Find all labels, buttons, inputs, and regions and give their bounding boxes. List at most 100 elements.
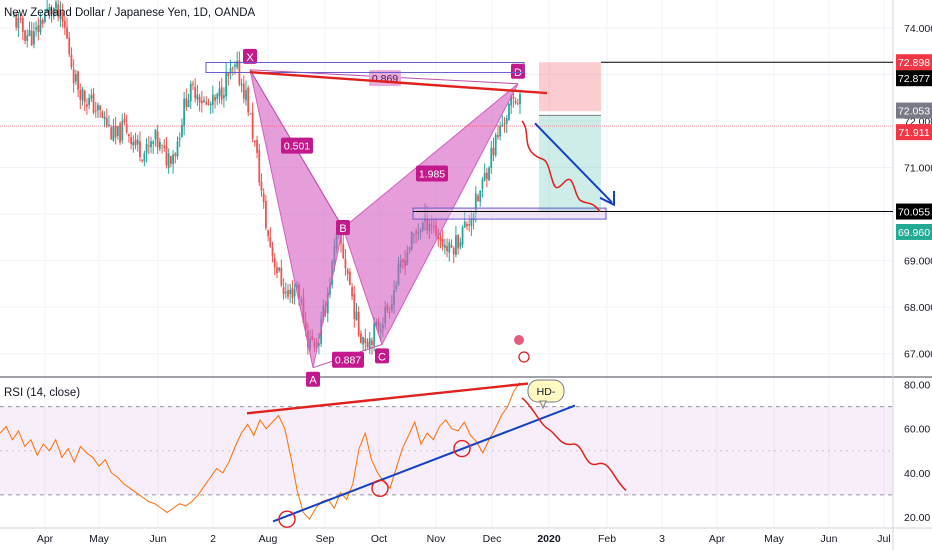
candle-157	[360, 330, 362, 344]
candle-body	[351, 287, 353, 297]
candle-body	[79, 90, 82, 100]
candle-122	[282, 278, 285, 300]
candle-body	[492, 147, 495, 156]
candle-body	[150, 141, 152, 148]
candle-46	[114, 116, 117, 145]
candle-body	[154, 129, 157, 140]
candle-body	[63, 20, 66, 28]
pattern-point-badge	[243, 48, 257, 64]
candle-107	[249, 112, 252, 115]
candle-86	[203, 96, 205, 103]
candle-body	[68, 37, 71, 55]
candle-125	[289, 283, 292, 303]
candle-body	[234, 64, 236, 67]
candle-33	[86, 98, 88, 115]
price-axis-label-text: 72.877	[898, 73, 930, 85]
candle-body	[278, 267, 281, 271]
candle-body	[19, 18, 22, 20]
candle-97	[227, 72, 230, 86]
candle-79	[187, 93, 190, 108]
candle-207	[470, 210, 473, 236]
candle-body	[24, 30, 26, 42]
event-marker-1	[514, 335, 524, 345]
candle-body	[187, 100, 190, 108]
candle-8	[30, 21, 33, 47]
event-marker-2	[518, 351, 530, 363]
candle-body	[441, 238, 444, 247]
candle-123	[284, 282, 287, 299]
candle-41	[103, 111, 106, 128]
ratio-badge	[416, 165, 448, 182]
candle-85	[200, 91, 203, 113]
x-tick-label-3: 2	[210, 533, 216, 545]
candle-body	[346, 269, 349, 275]
candle-body	[176, 141, 179, 157]
candle-1	[15, 12, 18, 31]
pattern-ratio-2: 1.985	[416, 165, 448, 182]
candle-body	[371, 340, 373, 345]
candle-159	[364, 328, 367, 352]
candle-body	[134, 139, 137, 146]
candle-51	[125, 114, 128, 135]
candle-body	[516, 103, 519, 105]
candle-body	[450, 245, 453, 248]
candle-body	[192, 83, 194, 85]
candle-67	[161, 144, 163, 154]
candle-body	[44, 13, 46, 22]
candle-3	[19, 15, 22, 23]
price-axis-label-text: 71.911	[898, 127, 929, 139]
candle-62	[150, 136, 152, 154]
price-tick-label-3: 71.000	[904, 163, 932, 175]
candle-154	[353, 285, 356, 328]
candle-body	[101, 111, 104, 118]
price-axis-label-box	[896, 54, 932, 71]
candle-body	[353, 294, 356, 320]
candle-115	[267, 229, 270, 242]
candle-111	[258, 143, 261, 186]
candle-224	[508, 102, 510, 121]
candle-body	[287, 290, 289, 297]
candle-21	[59, 1, 62, 27]
candle-body	[108, 124, 110, 126]
candle-body	[468, 224, 471, 226]
candle-body	[510, 96, 513, 106]
candle-212	[481, 176, 484, 198]
candle-227	[514, 97, 517, 105]
candle-54	[132, 135, 135, 153]
candle-body	[178, 137, 181, 140]
price-axis-label-text: 72.898	[898, 57, 930, 69]
candle-body	[185, 98, 188, 108]
candle-body	[284, 292, 287, 294]
candle-124	[287, 284, 289, 300]
candle-42	[105, 108, 108, 128]
price-chart-title: New Zealand Dollar / Japanese Yen, 1D, O…	[4, 7, 256, 19]
candle-47	[116, 125, 119, 140]
candle-body	[114, 126, 117, 138]
candle-14	[44, 9, 46, 24]
candle-body	[172, 154, 174, 165]
candle-body	[81, 88, 84, 101]
price-axis-label-box	[896, 203, 932, 220]
price-tick-label-5: 69.000	[904, 256, 932, 268]
candle-29	[77, 70, 79, 98]
candle-body	[161, 144, 163, 146]
candle-202	[459, 237, 462, 250]
candle-196	[446, 238, 448, 258]
candle-body	[21, 17, 24, 32]
price-axis-label-box	[896, 70, 932, 87]
candle-56	[136, 134, 139, 152]
candle-body	[32, 31, 35, 45]
candle-209	[474, 186, 477, 223]
candle-84	[198, 93, 201, 112]
candle-body	[125, 124, 128, 133]
candle-body	[72, 69, 75, 84]
candle-203	[461, 225, 464, 248]
candle-body	[88, 97, 91, 106]
rsi-trendline-blue	[272, 404, 576, 523]
candle-7	[28, 21, 31, 37]
candle-body	[97, 104, 99, 111]
candle-126	[291, 280, 294, 304]
candle-body	[443, 245, 446, 248]
candle-body	[225, 72, 228, 97]
x-tick-label-9: 2020	[537, 533, 561, 545]
